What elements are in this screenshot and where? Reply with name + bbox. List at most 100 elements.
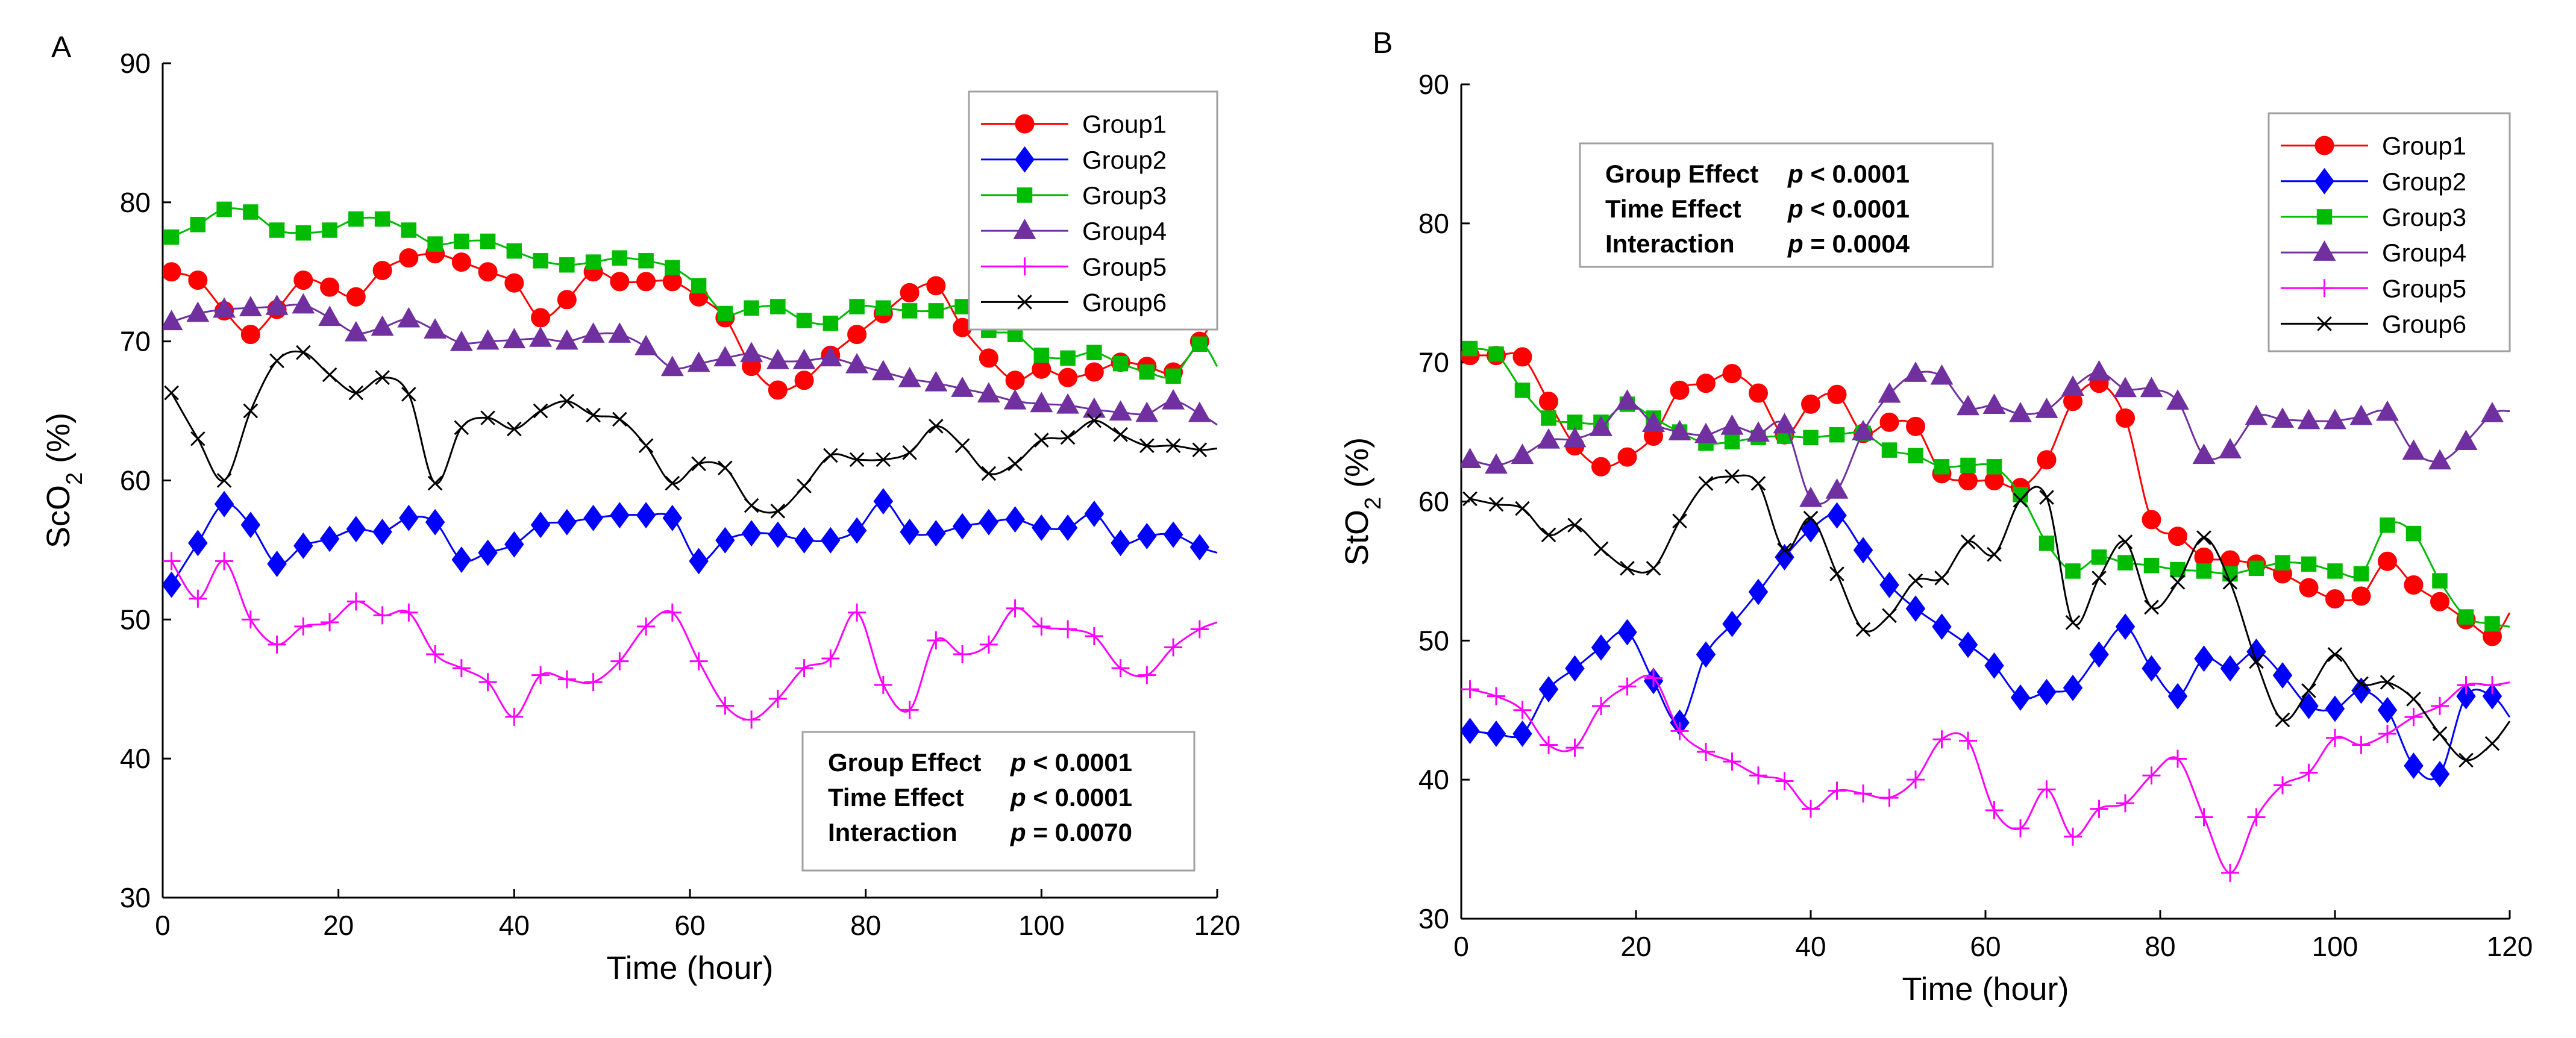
data-point xyxy=(1164,638,1183,657)
data-point xyxy=(476,329,500,350)
data-point xyxy=(427,236,443,252)
y-axis-title-main: StO xyxy=(1339,510,1375,566)
data-point xyxy=(451,546,472,574)
series-group2 xyxy=(163,488,1218,598)
data-point xyxy=(924,370,948,392)
data-point xyxy=(163,310,183,331)
data-point xyxy=(1749,766,1767,785)
data-point xyxy=(1462,491,1478,507)
data-point xyxy=(293,533,313,559)
x-tick-label: 60 xyxy=(1970,931,2001,962)
data-point xyxy=(1511,443,1534,464)
data-point xyxy=(2275,712,2290,728)
data-point xyxy=(2222,575,2238,590)
data-point xyxy=(770,503,786,519)
legend: Group1 Group2 Group3 Group4 Group5 Group6 xyxy=(2267,112,2511,352)
data-point xyxy=(1722,364,1742,384)
data-point xyxy=(2351,586,2371,606)
x-tick-label: 100 xyxy=(2312,931,2358,962)
data-point xyxy=(1827,384,1847,404)
data-point xyxy=(2144,599,2159,615)
data-point xyxy=(504,531,524,558)
x-tick-label: 0 xyxy=(155,910,171,941)
data-point xyxy=(1853,537,1873,564)
data-point xyxy=(1958,631,1978,658)
data-point xyxy=(397,307,421,328)
data-point xyxy=(2167,683,2188,710)
data-point xyxy=(2431,696,2449,715)
data-point xyxy=(636,272,656,292)
data-point xyxy=(2087,360,2111,381)
data-point xyxy=(348,385,364,401)
series-group3 xyxy=(1462,340,2510,632)
series-line xyxy=(1470,474,2511,761)
data-point xyxy=(2195,808,2213,827)
data-point xyxy=(2484,616,2500,632)
stats-number: < 0.0001 xyxy=(1804,160,1910,188)
data-point xyxy=(1058,367,1078,387)
data-point xyxy=(2353,566,2369,582)
data-point xyxy=(1959,731,1977,750)
series-group4 xyxy=(163,293,1218,426)
data-point xyxy=(768,380,788,400)
data-point xyxy=(346,516,366,543)
data-point xyxy=(1698,476,1714,491)
data-point xyxy=(1828,781,1846,800)
stats-p: p xyxy=(1787,230,1804,258)
data-point xyxy=(1488,346,1504,362)
data-point xyxy=(557,508,577,536)
data-point xyxy=(480,233,496,249)
data-point xyxy=(243,403,259,419)
stats-box: Group Effect p < 0.0001 Time Effect p < 0.0… xyxy=(1579,142,1994,268)
data-point xyxy=(927,631,945,649)
data-point xyxy=(426,645,445,664)
data-point xyxy=(2115,613,2136,640)
data-point xyxy=(610,272,630,292)
data-point xyxy=(979,508,999,536)
data-point xyxy=(2428,449,2451,470)
data-point xyxy=(2140,377,2163,398)
data-point xyxy=(876,452,891,467)
data-point xyxy=(1644,669,1662,687)
data-point xyxy=(1138,666,1156,684)
data-point xyxy=(716,696,735,715)
data-point xyxy=(2011,819,2029,837)
data-point xyxy=(636,502,656,529)
data-point xyxy=(2117,555,2133,571)
data-point xyxy=(1799,486,1822,507)
legend-label: Group2 xyxy=(2382,167,2466,196)
data-point xyxy=(424,318,447,339)
data-point xyxy=(1165,438,1181,454)
data-point xyxy=(2142,766,2161,785)
data-point xyxy=(2404,575,2424,595)
data-point xyxy=(1008,456,1023,472)
data-point xyxy=(1668,420,1691,440)
data-point xyxy=(2064,827,2082,846)
data-point xyxy=(766,348,789,369)
y-axis-title-subscript: 2 xyxy=(1361,497,1386,510)
data-point xyxy=(1670,380,1690,400)
data-point xyxy=(2327,647,2343,662)
data-point xyxy=(1987,546,2002,562)
x-tick-label: 120 xyxy=(1194,910,1241,941)
legend-box xyxy=(968,90,1218,331)
data-point xyxy=(1538,676,1559,703)
data-point xyxy=(1135,401,1159,422)
data-point xyxy=(1982,393,2006,414)
data-point xyxy=(190,431,205,446)
stats-label: Interaction xyxy=(828,818,957,846)
data-point xyxy=(1165,368,1181,384)
data-point xyxy=(322,367,337,383)
series-line xyxy=(171,560,1218,721)
legend-label: Group6 xyxy=(2382,310,2466,338)
data-point xyxy=(454,233,469,249)
data-point xyxy=(1725,469,1740,484)
data-point xyxy=(951,377,974,397)
y-tick-label: 40 xyxy=(1418,764,1449,795)
data-point xyxy=(1565,739,1584,757)
data-point xyxy=(689,652,708,671)
data-point xyxy=(2037,678,2057,705)
data-point xyxy=(533,403,548,419)
series-group1 xyxy=(1461,346,2511,646)
legend-label: Group4 xyxy=(2382,239,2466,267)
